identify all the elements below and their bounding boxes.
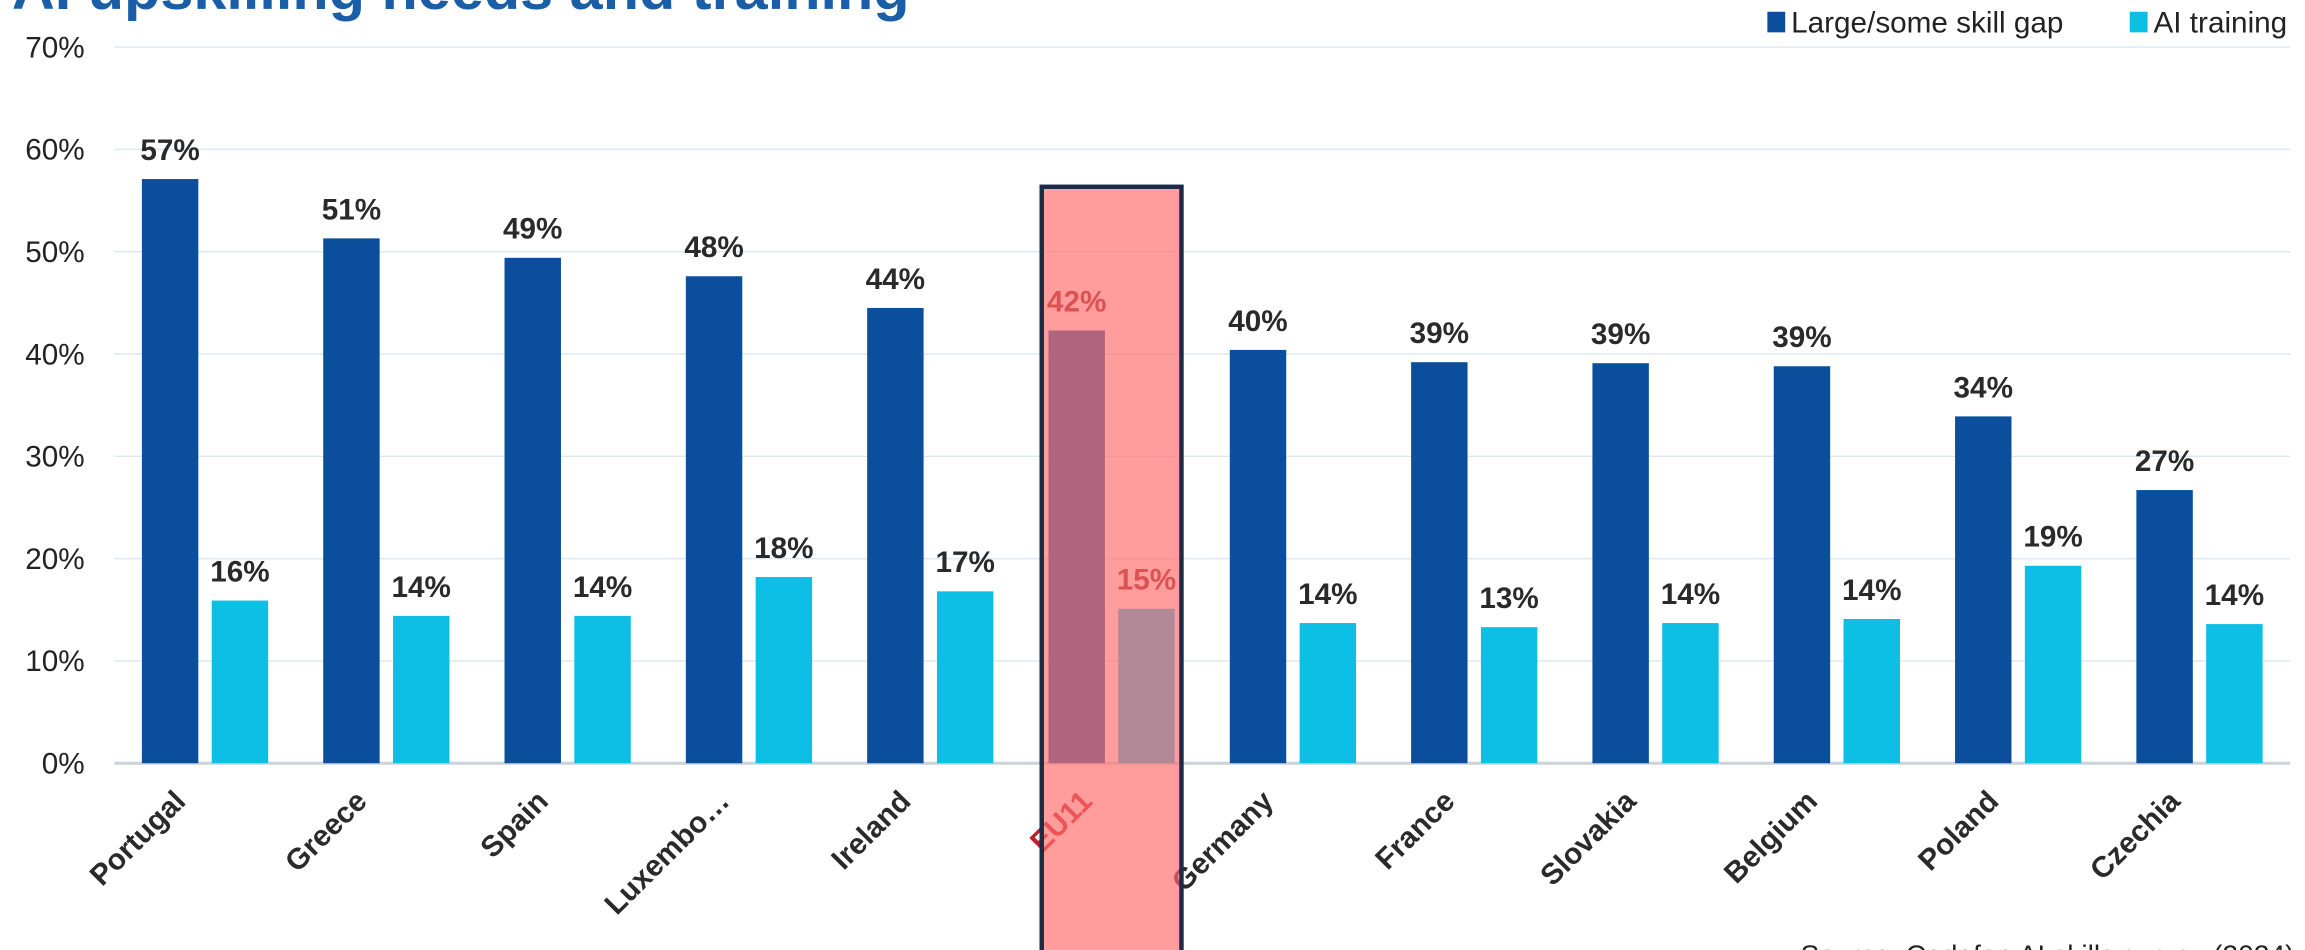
x-tick-label: Poland [1912, 785, 2005, 878]
bar [867, 307, 924, 764]
x-tick-label: Portugal [84, 785, 193, 893]
value-label: 14% [573, 571, 632, 604]
value-label: 39% [1772, 321, 1831, 354]
highlight-box [1039, 184, 1184, 950]
value-label: 14% [1298, 578, 1357, 611]
chart-title: AI upskilling needs and training [12, 0, 910, 22]
x-tick-label: Ireland [825, 785, 917, 876]
value-label: 16% [210, 556, 269, 589]
y-tick-label: 20% [25, 543, 84, 576]
bar [1592, 363, 1649, 764]
bar [141, 179, 199, 764]
bar [2136, 490, 2193, 764]
value-label: 18% [754, 532, 813, 565]
bar [1955, 416, 2012, 764]
x-tick-label: Greece [279, 785, 374, 879]
bar [685, 276, 743, 764]
y-tick-label: 50% [25, 236, 84, 269]
bar [1662, 623, 1719, 764]
bar [1411, 362, 1468, 764]
x-tick-label: Belgium [1718, 785, 1824, 890]
bar [2206, 624, 2263, 764]
value-label: 17% [935, 546, 994, 579]
x-tick-label: Luxembo… [598, 785, 736, 921]
value-label: 39% [1591, 318, 1650, 351]
legend-swatch [1767, 11, 1786, 33]
source-note: Source: Cedefop AI skills survey (2024) [1801, 940, 2295, 950]
y-tick-label: 60% [25, 134, 84, 167]
bar [1480, 627, 1538, 764]
legend-label: AI training [2154, 6, 2288, 39]
value-label: 14% [392, 571, 451, 604]
value-label: 51% [322, 193, 381, 226]
bar [1229, 349, 1287, 764]
bar [936, 591, 994, 764]
x-tick-label: Czechia [2084, 784, 2187, 886]
value-label: 39% [1410, 317, 1469, 350]
value-label: 19% [2023, 521, 2082, 554]
y-tick-label: 70% [25, 31, 84, 64]
value-label: 14% [1661, 578, 1720, 611]
value-label: 34% [1954, 371, 2013, 404]
x-tick-label: Slovakia [1534, 784, 1643, 892]
bar [323, 238, 380, 764]
legend-label: Large/some skill gap [1791, 6, 2063, 39]
y-tick-label: 10% [25, 645, 84, 678]
x-tick-label: Spain [474, 785, 555, 865]
bar [1299, 623, 1357, 764]
value-label: 27% [2135, 445, 2194, 478]
value-label: 13% [1479, 582, 1538, 615]
bar [755, 577, 813, 764]
value-label: 14% [1842, 574, 1901, 607]
legend: Large/some skill gap AI training [1767, 6, 2287, 39]
bar [504, 257, 561, 764]
y-tick-label: 30% [25, 441, 84, 474]
bar [1843, 618, 1900, 764]
bar [574, 615, 631, 764]
value-label: 57% [140, 134, 199, 167]
value-label: 14% [2205, 579, 2264, 612]
bar [1773, 366, 1831, 764]
y-tick-label: 0% [42, 748, 85, 781]
value-label: 48% [684, 231, 743, 264]
value-label: 40% [1228, 305, 1287, 338]
value-label: 44% [866, 263, 925, 296]
x-tick-label: France [1369, 785, 1461, 876]
bar [393, 615, 450, 764]
y-tick-label: 40% [25, 338, 84, 371]
legend-swatch [2129, 11, 2148, 33]
value-label: 49% [503, 213, 562, 246]
bar [211, 600, 269, 764]
bar [2024, 565, 2082, 764]
